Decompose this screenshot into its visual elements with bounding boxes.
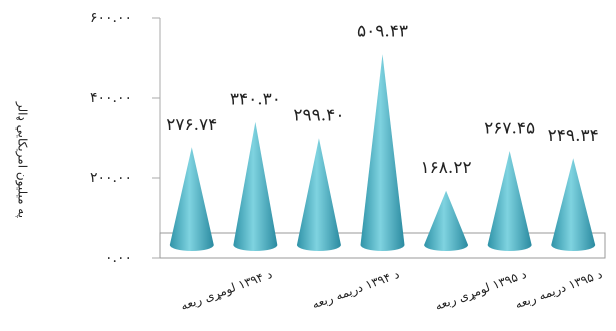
- value-label: ۲۴۹.۳۴: [548, 126, 599, 146]
- cone: [360, 54, 405, 252]
- cone: [487, 151, 532, 252]
- x-tick-label: د ۱۳۹۵ لومړی ربعه: [433, 267, 529, 314]
- value-label: ۱۶۸.۲۲: [421, 158, 472, 178]
- x-tick-label: د ۱۳۹۴ دریمه ربعه: [310, 267, 401, 312]
- value-label: ۵۰۹.۴۳: [357, 22, 408, 42]
- x-tick-label: د ۱۳۹۵ دریمه ربعه: [513, 267, 604, 312]
- y-axis-label: په میلیون امریکایي ډالر: [15, 101, 30, 218]
- value-label: ۳۴۰.۳۰: [230, 89, 281, 109]
- cone: [424, 190, 469, 252]
- y-tick-label: ۴۰۰.۰۰: [90, 90, 132, 106]
- cone: [233, 121, 278, 252]
- value-label: ۲۷۶.۷۴: [166, 115, 217, 135]
- cone: [169, 147, 214, 252]
- y-tick-label: ۶۰۰.۰۰: [90, 10, 132, 26]
- value-label: ۲۶۷.۴۵: [484, 119, 535, 139]
- y-tick-label: ۰.۰۰: [105, 250, 132, 266]
- x-tick-label: د ۱۳۹۴ لومړی ربعه: [179, 267, 275, 314]
- cone: [551, 158, 596, 252]
- value-label: ۲۹۹.۴۰: [293, 106, 344, 126]
- y-tick-label: ۲۰۰.۰۰: [90, 170, 132, 186]
- cone: [296, 138, 341, 252]
